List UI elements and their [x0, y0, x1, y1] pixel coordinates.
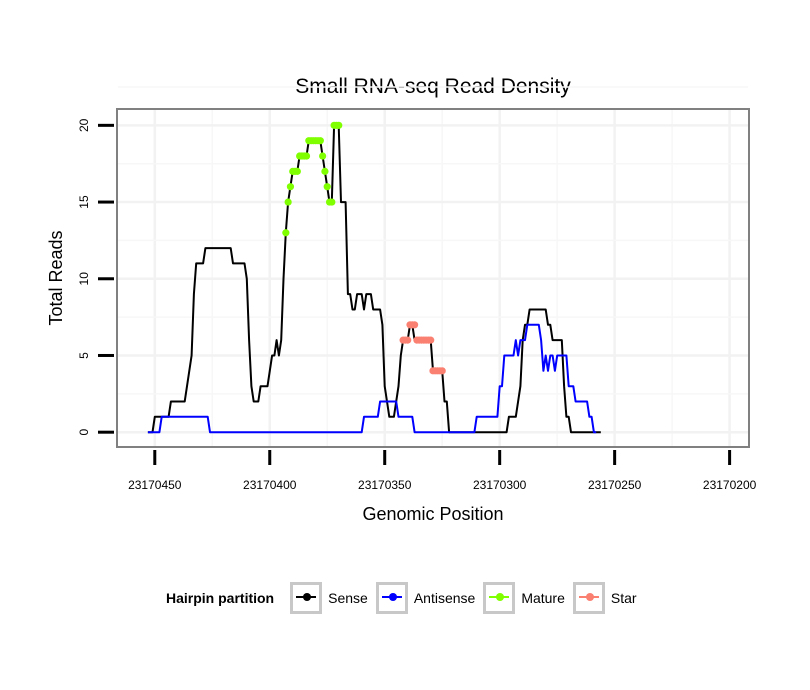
y-tick-label: 10 — [77, 272, 91, 286]
series-points-mature — [282, 121, 343, 237]
legend-label-sense: Sense — [328, 590, 368, 606]
data-point-mature — [321, 167, 329, 175]
data-point-star — [404, 336, 412, 344]
x-axis: 23170450 23170400 23170350 23170300 23170250… — [128, 450, 757, 492]
x-axis-title: Genomic Position — [362, 504, 503, 524]
legend-label-antisense: Antisense — [413, 590, 476, 606]
legend-key-antisense — [375, 582, 408, 614]
x-tick-label: 23170250 — [588, 478, 642, 492]
data-point-mature — [286, 183, 295, 191]
legend-key-mature — [483, 582, 516, 614]
legend-point-icon — [585, 593, 594, 601]
data-point-mature — [328, 198, 336, 206]
series-line-antisense — [147, 323, 597, 434]
legend-point-icon — [496, 593, 505, 601]
x-tick-label: 23170300 — [473, 478, 527, 492]
legend-label-star: Star — [610, 590, 637, 606]
data-point-mature — [282, 229, 290, 237]
legend-point-icon — [388, 593, 397, 601]
data-point-star — [411, 321, 419, 329]
y-tick-label: 0 — [77, 429, 91, 436]
x-tick-label: 23170400 — [243, 478, 297, 492]
series-points-star — [399, 321, 446, 375]
y-tick-label: 15 — [77, 195, 91, 209]
legend-title: Hairpin partition — [166, 590, 275, 606]
x-tick-label: 23170450 — [128, 478, 182, 492]
y-tick-label: 20 — [77, 118, 91, 132]
legend-items: Sense Antisense Mature Star — [290, 582, 644, 614]
data-point-mature — [316, 137, 324, 145]
data-point-mature — [323, 183, 331, 191]
legend: Hairpin partition Sense Antisense Mature St… — [166, 578, 645, 618]
series-line-sense — [147, 124, 601, 434]
data-point-mature — [302, 152, 311, 160]
y-tick-label: 5 — [77, 352, 91, 359]
data-point-mature — [319, 152, 327, 160]
y-axis-title: Total Reads — [46, 230, 66, 325]
legend-key-sense — [290, 582, 323, 614]
legend-key-star — [572, 582, 605, 614]
x-tick-label: 23170200 — [703, 478, 757, 492]
data-point-mature — [284, 198, 292, 206]
y-axis: 0 5 10 15 20 — [77, 118, 114, 436]
data-point-mature — [293, 167, 301, 175]
data-point-star — [427, 336, 435, 344]
legend-label-mature: Mature — [521, 590, 565, 606]
legend-point-icon — [303, 593, 312, 601]
grid — [118, 86, 748, 446]
data-point-mature — [335, 121, 343, 129]
data-point-star — [438, 367, 446, 375]
series-layer — [147, 121, 601, 434]
plot-frame — [116, 108, 750, 448]
x-tick-label: 23170350 — [358, 478, 412, 492]
